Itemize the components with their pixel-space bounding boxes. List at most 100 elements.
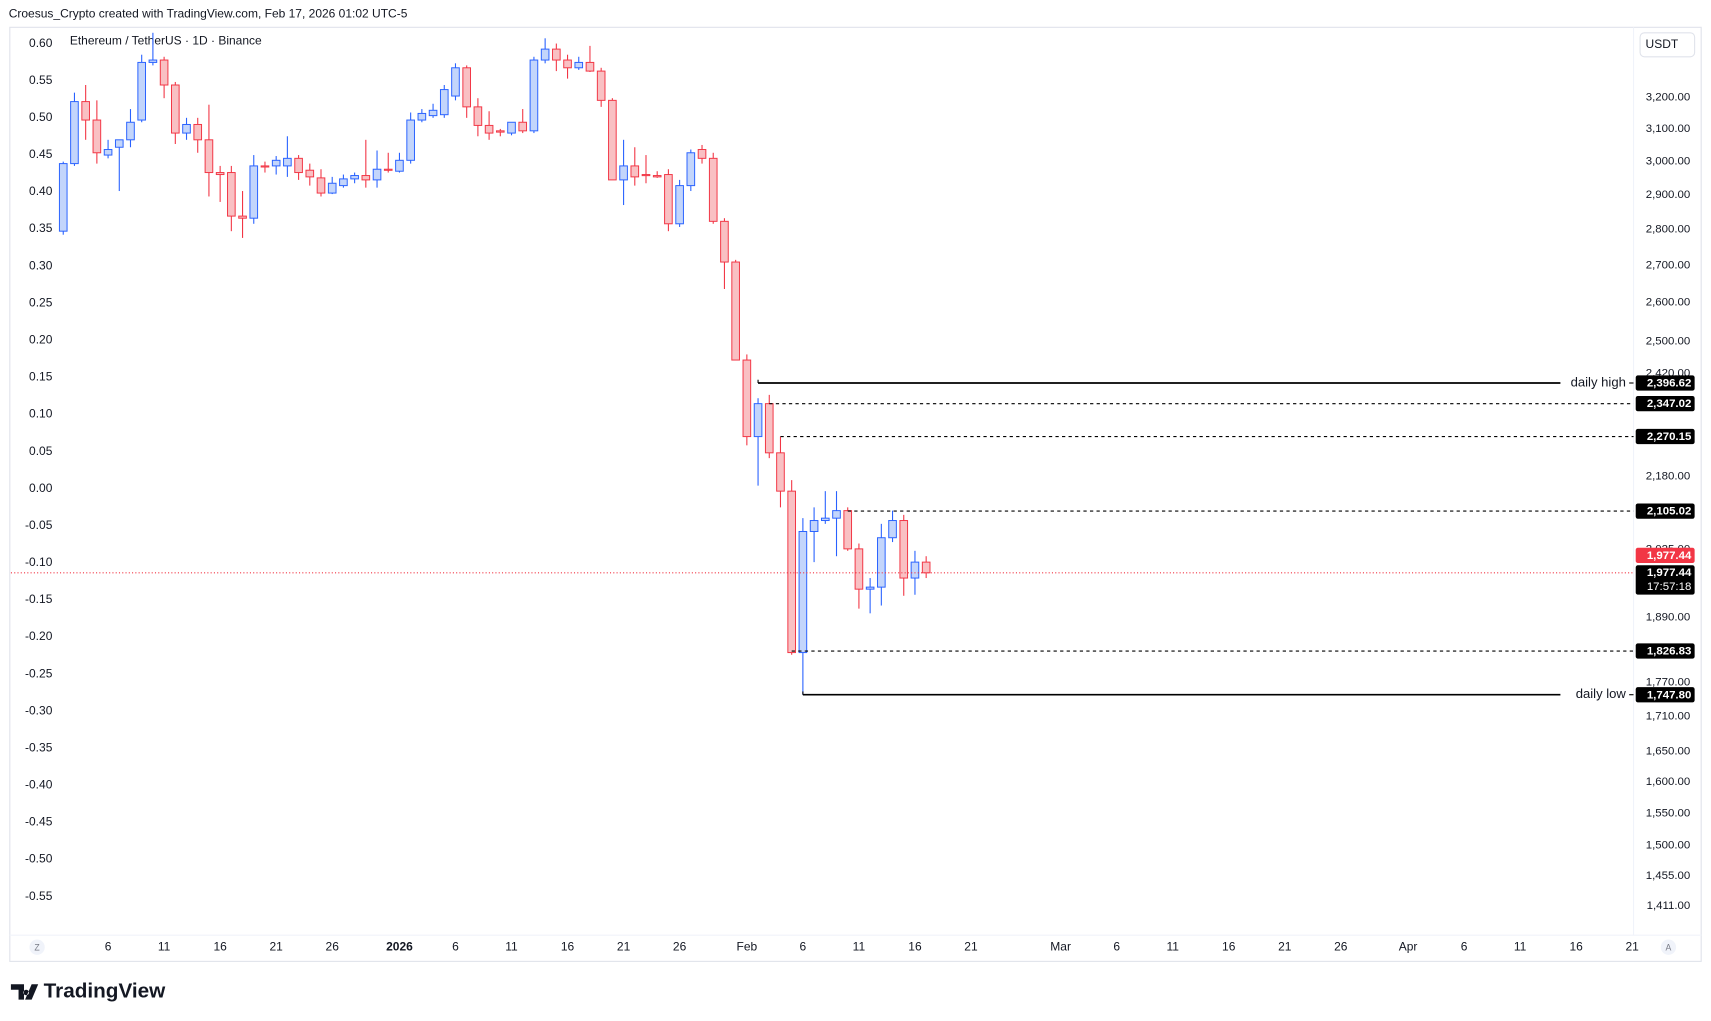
- candle-body: [70, 101, 79, 165]
- y2-tick-label: -0.50: [25, 852, 53, 866]
- candle-body: [283, 157, 292, 167]
- candle-body: [675, 185, 684, 225]
- candle-body: [731, 261, 740, 361]
- candle-body: [372, 168, 382, 181]
- y-tick-label: 2,900.00: [1646, 189, 1691, 201]
- candle-body: [552, 48, 561, 61]
- candle-body: [809, 520, 819, 532]
- header: Croesus_Crypto created with TradingView.…: [9, 6, 408, 20]
- level-label: 2,347.02: [1647, 398, 1692, 410]
- candle-body: [137, 61, 147, 121]
- x-tick-label: 2026: [386, 939, 413, 953]
- candle-body: [171, 84, 180, 134]
- currency-label: USDT: [1646, 37, 1679, 51]
- currency-button[interactable]: [1639, 32, 1696, 58]
- y2-tick-label: 0.25: [29, 295, 53, 309]
- y-tick-label: 3,100.00: [1646, 123, 1691, 135]
- level-label: 2,396.62: [1647, 378, 1692, 390]
- candle-body: [215, 172, 225, 176]
- brand-logo: [10, 984, 39, 1000]
- y2-tick-label: -0.10: [25, 555, 53, 569]
- candle-body: [339, 178, 348, 187]
- y2-tick-label: 0.20: [29, 333, 53, 347]
- candle-body: [843, 510, 853, 550]
- symbol-title: Ethereum / TetherUS · 1D · Binance: [70, 34, 262, 48]
- candle-body: [58, 163, 68, 232]
- y-tick-label: 2,180.00: [1646, 471, 1691, 483]
- candle-body: [92, 119, 102, 154]
- y2-tick-label: 0.30: [29, 258, 53, 272]
- y2-tick-label: -0.20: [25, 629, 53, 643]
- x-tick-label: 6: [1113, 939, 1120, 953]
- x-tick-label: 21: [617, 939, 631, 953]
- x-tick-label: 16: [213, 939, 227, 953]
- level-name: daily high: [1571, 374, 1626, 389]
- y-tick-label: 2,800.00: [1646, 223, 1691, 235]
- y-tick-label: 1,650.00: [1646, 746, 1691, 758]
- candle-body: [585, 61, 595, 72]
- level-label: 2,270.15: [1647, 431, 1692, 443]
- candle-body: [910, 561, 920, 579]
- last-price-box: [1635, 547, 1695, 564]
- brand: TradingView: [44, 979, 167, 1002]
- level-label-box: [1635, 687, 1695, 703]
- candle-body: [742, 359, 752, 438]
- level-label-box: [1635, 428, 1695, 445]
- candle-body: [697, 149, 707, 159]
- candle-body: [227, 172, 236, 217]
- candle-body: [596, 70, 606, 101]
- auto-scale-button[interactable]: [1660, 939, 1677, 955]
- y-tick-label: 1,550.00: [1646, 807, 1691, 819]
- x-tick-label: 16: [561, 939, 575, 953]
- candle-body: [641, 174, 651, 177]
- candle-body: [126, 121, 135, 141]
- y2-tick-label: 0.55: [29, 73, 53, 87]
- candle-body: [159, 59, 169, 86]
- candle-body: [540, 48, 550, 61]
- y-tick-label: 2,700.00: [1646, 259, 1691, 271]
- candle-body: [316, 177, 326, 194]
- x-tick-label: 21: [964, 939, 978, 953]
- y2-tick-label: 0.35: [29, 221, 53, 235]
- last-price-label: 1,977.44: [1647, 550, 1692, 562]
- level-label: 1,747.80: [1647, 689, 1692, 701]
- left-control[interactable]: [29, 939, 45, 955]
- x-tick-label: 6: [1461, 939, 1468, 953]
- left-control-label: Z: [34, 943, 40, 953]
- candle-body: [182, 123, 191, 134]
- y-tick-label: 3,000.00: [1646, 155, 1691, 167]
- candle-body: [563, 59, 572, 69]
- logo-mark: [10, 984, 39, 1000]
- y2-tick-label: 0.05: [29, 444, 53, 458]
- candle-body: [327, 182, 337, 194]
- candle-body: [305, 169, 315, 178]
- chart-frame: [9, 26, 1702, 962]
- candle-body: [294, 157, 303, 174]
- level-label: 2,105.02: [1647, 506, 1692, 518]
- candle-body: [451, 67, 460, 97]
- x-tick-label: Feb: [737, 939, 758, 953]
- y2-tick-label: -0.15: [25, 592, 53, 606]
- x-tick-label: 26: [1334, 939, 1348, 953]
- candle-body: [899, 520, 909, 579]
- candle-body: [630, 165, 640, 178]
- candle-body: [764, 403, 774, 454]
- candle-body: [439, 89, 449, 116]
- x-tick-label: 11: [158, 939, 171, 953]
- y2-tick-label: 0.40: [29, 184, 53, 198]
- y2-tick-label: -0.25: [25, 666, 53, 680]
- x-tick-label: 11: [853, 939, 866, 953]
- level-label-box: [1635, 503, 1695, 519]
- level-label: 1,826.83: [1647, 646, 1692, 658]
- candle-body: [350, 175, 359, 180]
- y-tick-label: 2,420.00: [1646, 367, 1691, 379]
- x-tick-label: Apr: [1399, 939, 1418, 953]
- last-price-box-dark: [1635, 565, 1695, 595]
- candle-body: [753, 403, 763, 438]
- candle-body: [406, 119, 415, 161]
- candle-body: [820, 517, 830, 522]
- x-tick-label: 26: [673, 939, 687, 953]
- y2-tick-label: -0.45: [25, 815, 53, 829]
- auto-scale-label: A: [1666, 943, 1672, 953]
- candle-body: [114, 139, 124, 148]
